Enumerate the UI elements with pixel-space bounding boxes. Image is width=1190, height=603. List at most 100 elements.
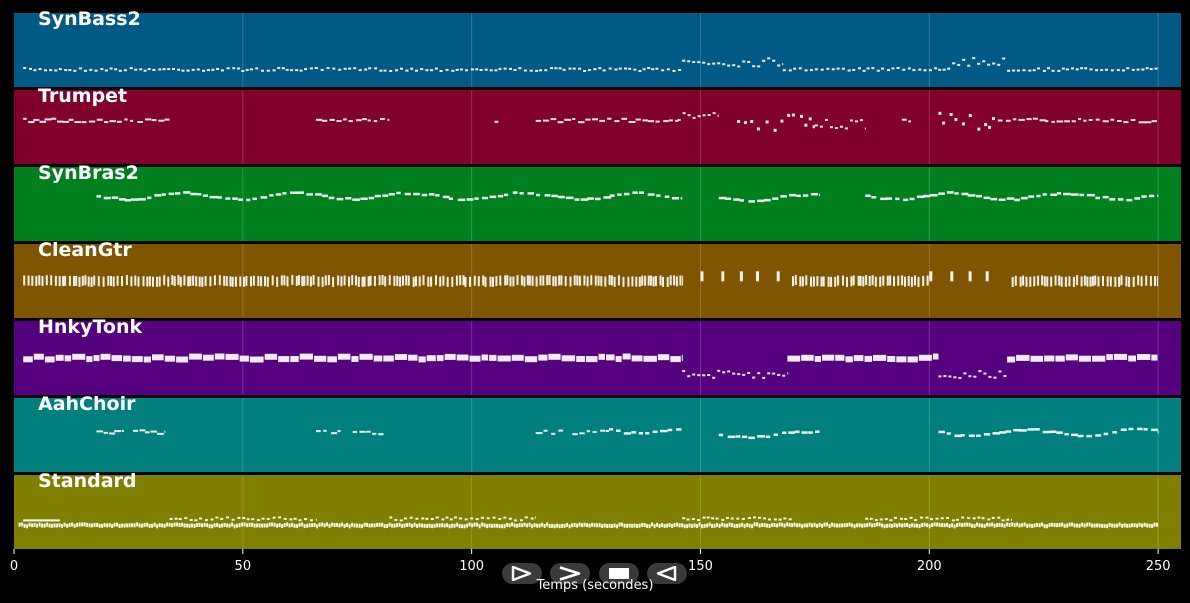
note-mark [693, 523, 696, 528]
note-mark [822, 276, 825, 287]
note-mark [1095, 434, 1102, 437]
note-mark [961, 516, 965, 519]
note-mark [853, 524, 856, 529]
note-mark [654, 276, 657, 286]
note-mark [554, 276, 557, 287]
note-mark [367, 119, 371, 122]
note-mark [497, 194, 504, 198]
fast-forward-button[interactable] [550, 563, 590, 584]
note-mark [465, 69, 468, 72]
note-mark [124, 118, 128, 121]
note-mark [824, 118, 828, 121]
note-mark [220, 517, 224, 520]
note-mark [1071, 522, 1074, 527]
note-mark [801, 524, 804, 529]
note-mark [647, 67, 651, 69]
note-mark [868, 276, 871, 286]
note-mark [955, 518, 959, 521]
note-mark [666, 277, 669, 287]
note-mark [461, 524, 464, 529]
note-mark [283, 517, 287, 520]
note-mark [535, 276, 538, 287]
note-mark [725, 517, 729, 519]
note-mark [788, 69, 792, 72]
note-mark [178, 518, 182, 520]
note-mark [711, 517, 715, 520]
note-mark [409, 516, 413, 519]
note-mark [903, 523, 906, 528]
note-mark [651, 68, 655, 71]
note-mark [223, 275, 226, 286]
note-mark [33, 118, 40, 121]
note-mark [596, 523, 599, 528]
note-mark [86, 356, 93, 363]
note-mark [845, 356, 853, 363]
note-mark [961, 523, 964, 528]
note-mark [38, 275, 41, 286]
note-mark [859, 276, 862, 286]
note-mark [1141, 195, 1147, 198]
play-button[interactable] [502, 563, 542, 584]
note-mark [323, 429, 327, 432]
note-mark [338, 68, 342, 71]
note-mark [747, 61, 751, 63]
note-mark [558, 67, 562, 70]
note-mark [204, 276, 207, 286]
note-mark [647, 193, 655, 196]
note-mark [666, 523, 669, 528]
note-mark [298, 275, 300, 286]
note-mark [739, 271, 743, 282]
note-mark [202, 354, 214, 361]
note-mark [716, 523, 719, 527]
note-mark [656, 194, 661, 197]
note-mark [231, 276, 234, 287]
note-mark [331, 432, 338, 435]
note-mark [632, 191, 638, 194]
note-mark [1006, 518, 1010, 521]
note-mark [189, 353, 202, 360]
rewind-button[interactable] [647, 563, 687, 584]
note-mark [1056, 431, 1063, 434]
note-mark [1093, 523, 1096, 528]
note-mark [337, 430, 341, 433]
note-mark [914, 275, 916, 286]
note-mark [541, 522, 544, 527]
note-mark [1109, 198, 1116, 201]
note-mark [636, 524, 639, 528]
note-mark [682, 112, 686, 115]
note-mark [642, 119, 648, 122]
note-mark [550, 67, 554, 70]
note-mark [678, 523, 681, 528]
note-mark [804, 123, 808, 127]
note-mark [638, 523, 641, 528]
note-mark [1016, 69, 1020, 72]
note-mark [109, 432, 116, 435]
note-mark [1065, 68, 1069, 71]
note-mark [121, 276, 123, 287]
note-mark [571, 523, 574, 528]
note-mark [103, 196, 111, 200]
note-mark [692, 61, 696, 64]
note-mark [36, 523, 39, 528]
note-mark [712, 376, 716, 379]
note-mark [708, 522, 711, 527]
note-mark [691, 518, 695, 521]
note-mark [225, 353, 239, 360]
note-mark [814, 124, 818, 127]
note-mark [641, 275, 644, 286]
note-mark [506, 275, 509, 286]
stop-button[interactable] [599, 563, 639, 584]
note-mark [494, 69, 498, 72]
note-mark [243, 276, 245, 287]
note-mark [309, 276, 312, 287]
note-mark [1080, 276, 1083, 287]
x-tick-label: 150 [688, 559, 713, 574]
note-mark [58, 523, 61, 528]
note-mark [131, 523, 134, 528]
note-mark [201, 276, 204, 287]
note-mark [366, 522, 369, 527]
note-mark [678, 69, 682, 71]
note-mark [326, 522, 329, 527]
note-mark [805, 275, 808, 286]
note-mark [474, 197, 479, 200]
